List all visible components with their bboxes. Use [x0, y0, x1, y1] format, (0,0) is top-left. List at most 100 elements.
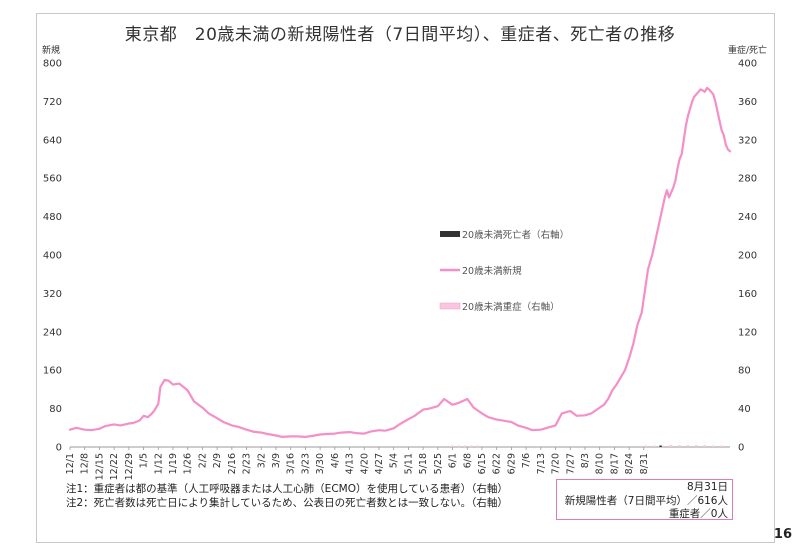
- x-tick-label: 4/27: [374, 453, 385, 474]
- x-tick-label: 3/30: [315, 453, 326, 474]
- x-tick-label: 1/12: [153, 453, 164, 474]
- x-tick-label: 8/31: [639, 453, 650, 474]
- x-tick-label: 7/20: [551, 453, 562, 474]
- left-y-tick-label: 320: [43, 289, 62, 300]
- x-tick-label: 6/1: [448, 453, 459, 468]
- x-tick-label: 12/8: [80, 453, 91, 474]
- left-y-axis: 0 80 160 240 320 400 480 560 640 720 800: [43, 59, 62, 454]
- x-tick-label: 12/22: [109, 453, 120, 480]
- x-tick-label: 3/9: [271, 453, 282, 468]
- left-y-tick-label: 400: [43, 251, 62, 262]
- x-tick-label: 5/18: [418, 453, 429, 474]
- right-y-axis: 0 40 80 120 160 200 240 280 320 360 400: [738, 59, 757, 454]
- footnote-1: 注1：重症者は都の基準（人工呼吸器または人工心肺（ECMO）を使用している患者）…: [66, 483, 508, 495]
- footnotes: 注1：重症者は都の基準（人工呼吸器または人工心肺（ECMO）を使用している患者）…: [66, 482, 508, 510]
- x-tick-label: 6/8: [462, 453, 473, 468]
- severe-bar: [661, 445, 664, 447]
- severe-bar: [695, 445, 698, 447]
- left-y-tick-label: 160: [43, 366, 62, 377]
- x-tick-label: 8/10: [595, 453, 606, 474]
- legend-swatch: [439, 302, 461, 310]
- left-y-tick-label: 720: [43, 97, 62, 108]
- chart-frame: [36, 13, 775, 543]
- severe-bar: [451, 445, 454, 447]
- line-series: [68, 86, 732, 438]
- right-y-tick-label: 200: [738, 251, 757, 262]
- right-y-tick-label: 280: [738, 174, 757, 185]
- left-y-tick-label: 560: [43, 174, 62, 185]
- legend-label: 20歳未満重症（右軸）: [462, 301, 560, 313]
- x-tick-label: 1/26: [183, 453, 194, 474]
- x-tick-label: 5/11: [403, 453, 414, 474]
- x-tick-label: 2/23: [242, 453, 253, 474]
- x-tick-label: 6/15: [477, 453, 488, 474]
- footnote-2: 注2：死亡者数は死亡日により集計しているため、公表日の死亡者数とは一致しない。（…: [66, 497, 508, 509]
- x-tick-label: 7/27: [565, 453, 576, 474]
- right-y-tick-label: 120: [738, 327, 757, 338]
- right-y-tick-label: 360: [738, 97, 757, 108]
- summary-new-cases: 新規陽性者（7日間平均）／616人: [564, 494, 728, 507]
- x-tick-label: 2/2: [197, 453, 208, 468]
- new-cases-line: [68, 86, 732, 438]
- right-y-tick-label: 400: [738, 59, 757, 70]
- x-tick-label: 12/29: [124, 453, 135, 480]
- x-tick-label: 2/16: [227, 453, 238, 474]
- x-tick-label: 8/24: [624, 453, 635, 474]
- x-tick-label: 3/2: [256, 453, 267, 468]
- summary-box: 8月31日 新規陽性者（7日間平均）／616人 重症者／0人: [556, 479, 733, 520]
- severe-bar: [720, 445, 723, 447]
- left-y-tick-label: 0: [56, 443, 62, 454]
- right-y-tick-label: 0: [738, 443, 744, 454]
- left-y-tick-label: 240: [43, 327, 62, 338]
- x-tick-label: 1/5: [139, 453, 150, 468]
- x-tick-label: 3/23: [300, 453, 311, 474]
- x-tick-label: 5/4: [389, 453, 400, 468]
- bar-series: [451, 445, 723, 447]
- summary-severe: 重症者／0人: [668, 508, 728, 520]
- x-tick-label: 4/13: [345, 453, 356, 474]
- legend-swatch: [440, 231, 460, 237]
- severe-bar: [463, 445, 467, 447]
- x-tick-label: 3/16: [286, 453, 297, 474]
- severe-bar: [457, 445, 461, 447]
- x-tick-label: 7/6: [521, 453, 532, 468]
- right-axis-label: 重症/死亡: [728, 46, 768, 56]
- legend-label: 20歳未満新規: [462, 265, 522, 277]
- severe-bar: [678, 445, 681, 447]
- x-tick-label: 4/6: [330, 453, 341, 468]
- summary-date: 8月31日: [686, 481, 728, 493]
- severe-bar: [711, 445, 715, 447]
- left-y-tick-label: 800: [43, 59, 62, 70]
- right-y-tick-label: 160: [738, 289, 757, 300]
- x-tick-label: 2/9: [212, 453, 223, 468]
- x-tick-label: 6/29: [506, 453, 517, 474]
- x-tick-label: 5/25: [433, 453, 444, 474]
- x-tick-label: 6/22: [492, 453, 503, 474]
- x-tick-label: 1/19: [168, 453, 179, 474]
- legend-label: 20歳未満死亡者（右軸）: [462, 229, 569, 241]
- left-y-tick-label: 640: [43, 135, 62, 146]
- left-axis-label: 新規: [42, 46, 61, 56]
- right-y-tick-label: 320: [738, 135, 757, 146]
- right-y-tick-label: 40: [738, 404, 751, 415]
- x-tick-label: 12/1: [65, 453, 76, 474]
- right-y-tick-label: 240: [738, 212, 757, 223]
- severe-bar: [703, 445, 706, 447]
- legend: 20歳未満死亡者（右軸） 20歳未満新規 20歳未満重症（右軸）: [439, 229, 569, 313]
- left-y-tick-label: 80: [49, 404, 62, 415]
- severe-bar: [669, 445, 673, 447]
- severe-bar: [470, 445, 473, 447]
- right-y-tick-label: 80: [738, 366, 751, 377]
- x-tick-label: 7/13: [536, 453, 547, 474]
- severe-bar: [686, 445, 690, 447]
- severe-bar: [476, 445, 479, 447]
- page-number: 16: [773, 527, 792, 542]
- left-y-tick-label: 480: [43, 212, 62, 223]
- chart-title: 東京都 20歳未満の新規陽性者（7日間平均）、重症者、死亡者の推移: [124, 25, 676, 45]
- x-axis: 12/1 12/8 12/15 12/22 12/29 1/5 1/12 1/19 1/26 2/…: [65, 447, 650, 480]
- severe-bar: [644, 445, 648, 447]
- death-bar: [659, 445, 662, 447]
- x-tick-label: 4/20: [359, 453, 370, 474]
- x-tick-label: 12/15: [94, 453, 105, 480]
